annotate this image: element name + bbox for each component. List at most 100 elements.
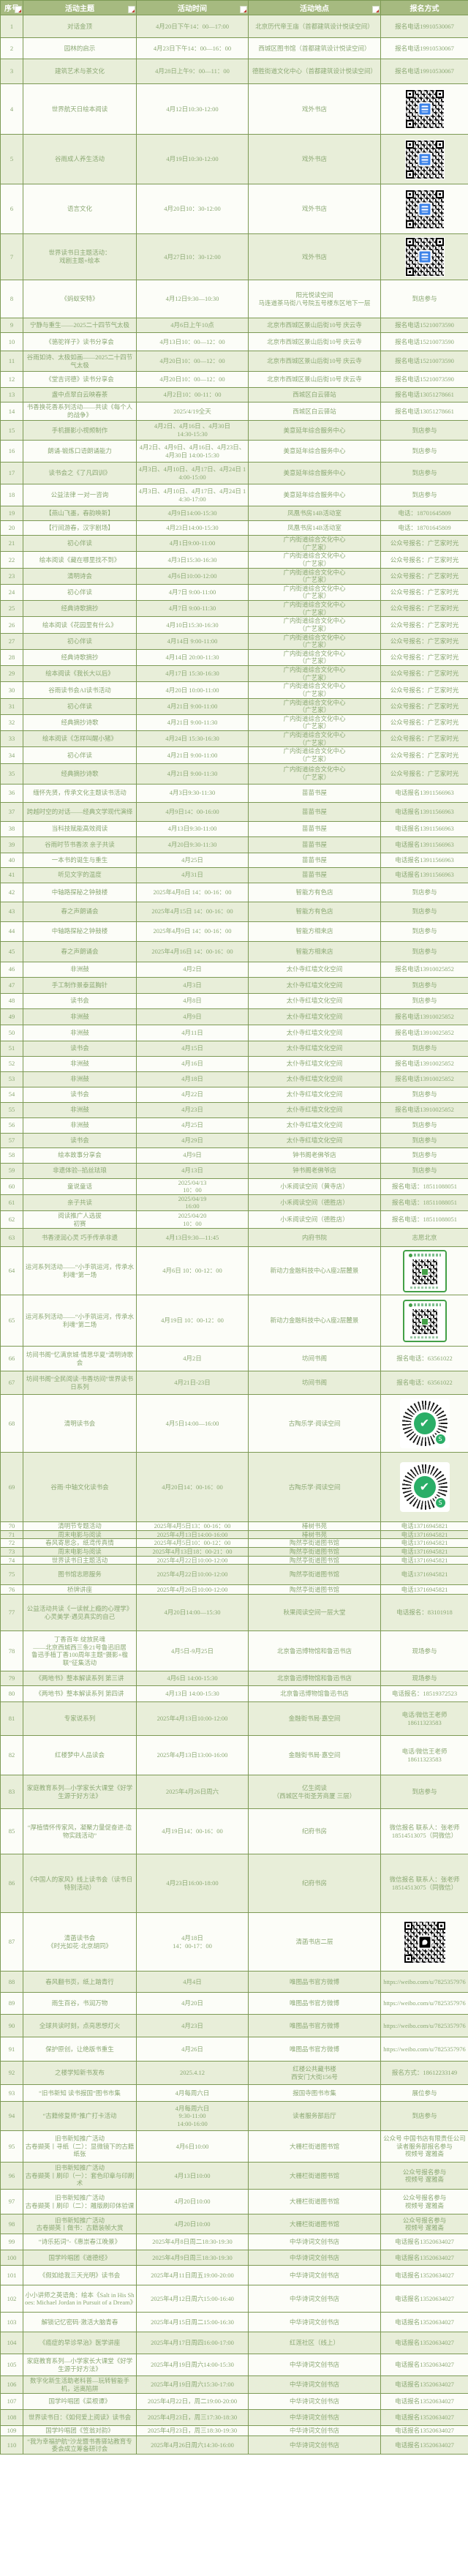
activity-theme: 中轴路探秘之钟鼓楼 [23,882,137,902]
table-row: 44 中轴路探秘之钟鼓楼 2025年4月9日 14：00-16：00 智能方相来… [0,921,468,942]
table-row: 75 图书馆志愿服务 2025年4月22日10:00-12:00 陶然亭街道图书… [0,1564,468,1586]
table-row: 34 初心伴读 4月21日 9:00-11:00 广内街道综合文化中心 （广艺家… [0,746,468,764]
qr-code-doc-icon [404,237,445,277]
wechat-hand-icon: ✔ [413,1476,436,1498]
row-number: 81 [0,1701,23,1737]
row-number: 47 [0,976,23,994]
row-number: 21 [0,534,23,553]
activity-time: 2025年4月22日，周二19:00-20:00 [136,2393,249,2411]
row-number: 69 [0,1452,23,1522]
activity-place: 金融街书局·嘉空间 [248,1735,381,1776]
activity-theme: 全球共读时刻，点亮思想灯火 [23,2014,137,2038]
activity-place: 北京市西城区景山后街10号 庆云寺 [248,351,381,372]
activity-time: 4月3日9:30-11:30 [136,783,249,803]
activity-theme: 丁香百年 绽放民魂 ——北京西城西三条21号鲁迅旧居 鲁迅手植丁香100周年主题… [23,1630,137,1672]
activity-theme: 读书会之《了凡四训》 [23,462,137,484]
table-row: 66 坊间书阁“忆满京城·情思华夏”清明诗歌会 4月2日 坊间书阁 报名电话：6… [0,1346,468,1371]
activity-place: 太仆寺红墙文化空间 [248,961,381,978]
activity-place: 大栅栏街道图书馆 [248,2214,381,2235]
activity-time: 2025年4月22日10:00-12:00 [136,1564,249,1586]
qr-corner [405,170,414,179]
activity-theme: 数字化新生活助老科普—玩转智能手机，远离陷阱 [23,2375,137,2395]
row-number: 7 [0,233,23,280]
row-number: 50 [0,1024,23,1041]
table-row: 91 保护原创，让绝版书重生 4月26日 唯图品书官方微博 https://we… [0,2037,468,2062]
signup-method: 公众号报名：广艺家时光 [380,714,468,732]
signup-method: 电话：18701645809 [380,506,468,521]
qr-card-header [409,1254,441,1257]
row-number: 39 [0,836,23,853]
activity-theme: 坊间书阁“忆满京城·情思华夏”清明诗歌会 [23,1346,137,1371]
activity-place: 美意延年综合服务中心 [248,420,381,441]
activity-time: 2025年4月15日周二15:00-16:30 [136,2312,249,2333]
signup-method: 志愿北京 [380,1228,468,1247]
row-number: 99 [0,2234,23,2251]
column-header-no-label: 序号 [4,5,19,13]
signup-method: 到店参与 [380,1132,468,1148]
table-row: 87 清菡读书会 《时光如花·北京胡同》 4月18日 14：00-17：00 清… [0,1912,468,1972]
activity-place: 内府书院 [248,1228,381,1247]
activity-place: 太仆寺红墙文化空间 [248,1117,381,1134]
row-number: 13 [0,387,23,402]
signup-method: 报名电话13910025852 [380,961,468,978]
activity-place: 大栅栏街道图书馆 [248,2189,381,2215]
signup-method: 报名电话19910530067 [380,15,468,38]
column-header-time-label: 活动时间 [178,5,207,13]
activity-place: 钟书阁老佛爷店 [248,1162,381,1179]
activity-time: 2025年4月23日，周三18:30-19:30 [136,2425,249,2437]
table-row: 30 谷雨读书会AI读书活动 4月20日 10:00-11:00 广内街道综合文… [0,681,468,699]
row-number: 72 [0,1538,23,1548]
signup-method: 电话报名13911566963 [380,836,468,853]
table-row: 11 谷雨如诗、太极如画——2025二十四节气太极 4月20日10：00—12：… [0,351,468,372]
activity-theme: 谷雨成人养生活动 [23,134,137,184]
activity-time: 4月21日 9:00-11:00 [136,697,249,715]
row-number: 8 [0,280,23,318]
activity-time: 4月3日、4月10日、4月17日、4月24日 14:30-17:00 [136,484,249,506]
wechat-s-icon: S [434,1497,447,1509]
row-number: 89 [0,1992,23,2015]
row-number: 76 [0,1584,23,1595]
activity-theme: 非洲鼓 [23,1101,137,1118]
row-number: 78 [0,1630,23,1672]
activity-place: 小禾阅读空间（黄寺店） [248,1177,381,1195]
wechat-s-icon: S [434,1433,447,1445]
activity-theme: 读书会 [23,1040,137,1057]
row-number: 101 [0,2265,23,2286]
activity-theme: “古籍修复师”推广打卡活动 [23,2101,137,2132]
signup-method: 微信报名 联系人：张老师 18514513075（同微信） [380,1854,468,1914]
row-number: 30 [0,681,23,699]
signup-method: 公众号报名：广艺家时光 [380,681,468,699]
activity-theme: “诗乐拓词”-《惠崇春江晚景》 [23,2234,137,2251]
activity-theme: 专家说系列 [23,1701,137,1737]
signup-method: 到店参与 [380,1086,468,1103]
activity-place: 苗苗书屋 [248,836,381,853]
activity-place: 广内街道综合文化中心 （广艺家） [248,599,381,618]
activity-time: 4月20日 10:00-11:00 [136,681,249,699]
activity-theme: 桥牌讲座 [23,1584,137,1595]
row-number: 106 [0,2375,23,2395]
activity-time: 4月20日10：30-12:00 [136,184,249,234]
activity-theme: 清明节专题活动 [23,1521,137,1531]
activity-place: 中华诗词文创书店 [248,2285,381,2313]
activity-place: 太仆寺红墙文化空间 [248,1101,381,1118]
table-row: 83 家庭教育系列—小学家长大课堂《好学生源于好方法》 2025年4月26日周六… [0,1775,468,1810]
activity-theme: 【行间游春，汉字剧场】 [23,520,137,536]
signup-method: 公众号报名参与 视频号 邃雅斋 [380,2214,468,2235]
activity-place: 凤凰书房14B活动室 [248,506,381,521]
activities-sheet: 序号 活动主题 活动时间 活动地点 报名方式 1 对话金顶 4月20日下午14：… [0,0,468,2455]
activity-place: 广内街道综合文化中心 （广艺家） [248,730,381,748]
table-row: 53 非洲鼓 4月18日 太仆寺红墙文化空间 报名电话13910025852 [0,1071,468,1087]
activity-time: 4月9日14:00-15:30 [136,506,249,521]
activity-place: 中华诗词文创书店 [248,2409,381,2427]
activity-theme: 运河系列活动——“小手筑运河，传承水利魂”第二场 [23,1295,137,1347]
activity-place: 广内街道综合文化中心 （广艺家） [248,763,381,785]
activity-time: 4月6日10:00-12:00 [136,567,249,585]
activity-time: 4月23日下午14：00—16：00 [136,37,249,59]
activity-theme: 《蚂蚁安特》 [23,280,137,318]
activity-place: 苗苗书屋 [248,852,381,868]
table-row: 92 之楼学知新书发布 2025.4.12 红楼公共藏书楼 西安门大街156号 … [0,2061,468,2086]
table-row: 67 坊间书阁“全民阅读·书香坊间”世界读书日系列 4月21日-23日 坊间书阁… [0,1371,468,1395]
signup-method: 电话/微信王老师 18611323583 [380,1735,468,1776]
activity-place: 北京市西城区景山后街10号 庆云寺 [248,371,381,388]
row-number: 88 [0,1971,23,1993]
